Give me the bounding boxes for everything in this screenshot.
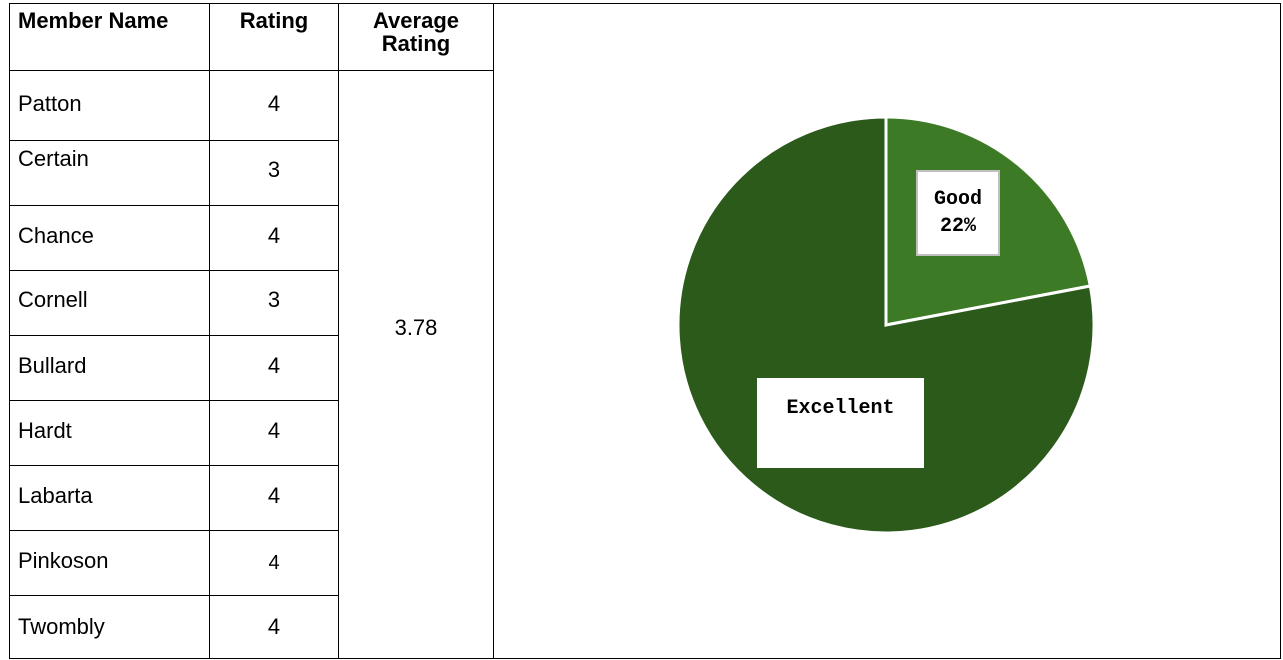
- member-name-header: Member Name: [18, 8, 169, 33]
- rating-cell: 4: [267, 91, 281, 116]
- rating-cell: 4: [267, 353, 281, 378]
- table-row-divider: [9, 465, 339, 466]
- member-name-cell: Twombly: [18, 614, 105, 639]
- pie-label-good-percent: 22%: [939, 215, 976, 238]
- document-frame: [9, 3, 1281, 659]
- table-divider: [338, 3, 339, 659]
- pie-label-excellent: Excellent: [757, 378, 924, 468]
- member-name-cell: Bullard: [18, 353, 87, 378]
- member-name-cell: Hardt: [18, 418, 72, 443]
- table-row-divider: [9, 595, 339, 596]
- table-row-divider: [338, 70, 494, 71]
- table-row-divider: [9, 205, 339, 206]
- pie-label-good: Good 22%: [916, 170, 1000, 256]
- average-rating-header: Average Rating: [372, 8, 459, 56]
- table-row-divider: [9, 270, 339, 271]
- average-rating-value: 3.78: [394, 315, 438, 340]
- table-row-divider: [9, 140, 339, 141]
- member-name-cell: Labarta: [18, 483, 93, 508]
- member-name-cell: Cornell: [18, 287, 88, 312]
- rating-cell: 3: [267, 157, 281, 182]
- rating-cell: 4: [267, 223, 281, 248]
- pie-label-good-name: Good: [933, 188, 982, 211]
- member-name-cell: Certain: [18, 146, 89, 171]
- table-divider: [209, 3, 210, 659]
- member-name-cell: Patton: [18, 91, 82, 116]
- rating-cell: 3: [267, 287, 281, 312]
- rating-cell: 4: [268, 552, 280, 574]
- rating-cell: 4: [267, 483, 281, 508]
- member-name-cell: Chance: [18, 223, 94, 248]
- table-row-divider: [9, 530, 339, 531]
- rating-header: Rating: [239, 8, 309, 33]
- member-name-cell: Pinkoson: [18, 548, 109, 573]
- rating-cell: 4: [267, 418, 281, 443]
- table-row-divider: [9, 400, 339, 401]
- rating-cell: 4: [267, 614, 281, 639]
- table-row-divider: [9, 335, 339, 336]
- table-divider: [493, 3, 494, 659]
- table-row-divider: [9, 70, 339, 71]
